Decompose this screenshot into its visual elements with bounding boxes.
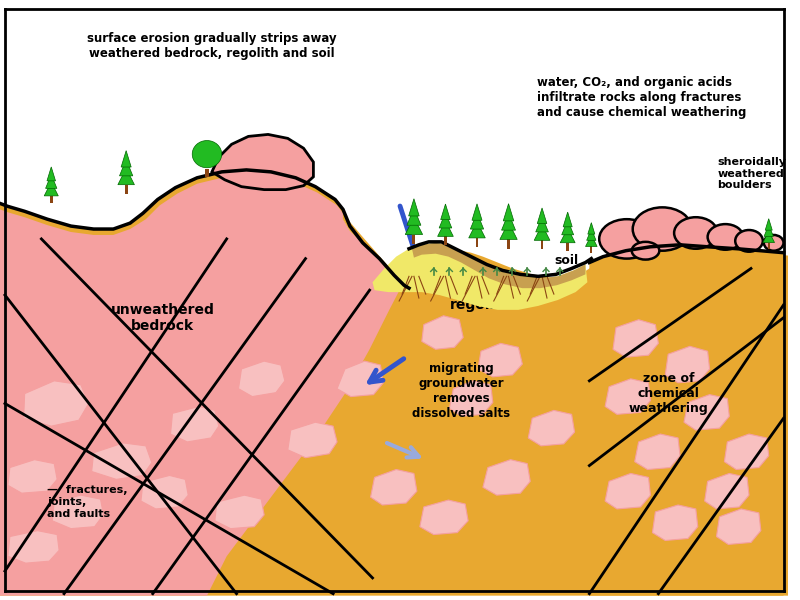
Polygon shape (44, 182, 58, 196)
Polygon shape (238, 361, 285, 397)
Polygon shape (444, 236, 447, 245)
Polygon shape (337, 361, 383, 397)
Polygon shape (684, 395, 730, 430)
Ellipse shape (192, 140, 222, 168)
Polygon shape (613, 320, 658, 357)
Polygon shape (483, 460, 530, 495)
Polygon shape (47, 167, 55, 181)
Polygon shape (0, 170, 789, 596)
Polygon shape (373, 243, 587, 310)
Polygon shape (118, 168, 134, 185)
Polygon shape (412, 235, 415, 244)
Polygon shape (470, 212, 484, 229)
Ellipse shape (735, 230, 763, 252)
Polygon shape (705, 473, 749, 509)
Ellipse shape (633, 208, 692, 251)
Polygon shape (717, 509, 761, 544)
Polygon shape (121, 151, 131, 167)
Polygon shape (422, 316, 463, 349)
Text: surface erosion gradually strips away
weathered bedrock, regolith and soil: surface erosion gradually strips away we… (87, 32, 337, 60)
Polygon shape (475, 238, 478, 247)
Ellipse shape (708, 224, 743, 250)
Polygon shape (634, 434, 680, 470)
Polygon shape (472, 204, 482, 220)
Polygon shape (212, 134, 314, 190)
Polygon shape (420, 500, 468, 535)
Ellipse shape (764, 235, 783, 251)
Polygon shape (588, 223, 595, 234)
Text: sheroidally
weathered
boulders: sheroidally weathered boulders (718, 157, 786, 190)
Text: —  fractures,
joints,
and faults: — fractures, joints, and faults (47, 485, 128, 518)
Polygon shape (119, 160, 133, 176)
Polygon shape (653, 505, 698, 541)
Polygon shape (170, 406, 218, 442)
Polygon shape (605, 379, 650, 415)
Polygon shape (125, 185, 128, 194)
Ellipse shape (599, 219, 654, 259)
Polygon shape (605, 473, 650, 509)
Polygon shape (590, 245, 783, 596)
Polygon shape (46, 175, 57, 188)
Polygon shape (52, 495, 103, 529)
Polygon shape (438, 221, 454, 236)
Polygon shape (503, 203, 514, 221)
Polygon shape (478, 343, 522, 377)
Polygon shape (370, 470, 417, 505)
Polygon shape (502, 213, 515, 230)
Polygon shape (590, 247, 592, 253)
Text: soil: soil (554, 254, 578, 267)
Polygon shape (288, 422, 337, 458)
Polygon shape (666, 346, 710, 383)
Polygon shape (409, 199, 419, 216)
Text: zone of
chemical
weathering: zone of chemical weathering (629, 372, 709, 415)
Polygon shape (560, 228, 575, 243)
Polygon shape (562, 220, 574, 235)
Polygon shape (534, 225, 550, 241)
Polygon shape (50, 196, 53, 203)
Polygon shape (768, 242, 770, 249)
Polygon shape (439, 212, 452, 228)
Ellipse shape (674, 217, 718, 249)
Text: regolith: regolith (450, 298, 512, 312)
Polygon shape (763, 231, 774, 242)
Polygon shape (586, 235, 597, 247)
Polygon shape (507, 239, 510, 249)
Polygon shape (141, 475, 188, 509)
Polygon shape (92, 443, 152, 479)
Text: water, CO₂, and organic acids
infiltrate rocks along fractures
and cause chemica: water, CO₂, and organic acids infiltrate… (537, 76, 746, 119)
Polygon shape (766, 219, 772, 230)
Polygon shape (8, 530, 59, 563)
Polygon shape (406, 217, 422, 235)
Polygon shape (0, 170, 394, 275)
Polygon shape (441, 204, 450, 220)
Polygon shape (412, 243, 586, 288)
Polygon shape (563, 212, 572, 227)
Polygon shape (8, 460, 57, 493)
Text: unweathered
bedrock: unweathered bedrock (110, 302, 214, 333)
Polygon shape (764, 225, 774, 236)
Polygon shape (0, 4, 789, 596)
Polygon shape (0, 170, 402, 596)
Polygon shape (450, 381, 493, 416)
Polygon shape (500, 222, 518, 239)
Ellipse shape (632, 242, 659, 260)
Text: migrating
groundwater
removes
dissolved salts: migrating groundwater removes dissolved … (412, 362, 510, 419)
Polygon shape (566, 243, 569, 251)
Polygon shape (724, 434, 769, 470)
Polygon shape (469, 221, 486, 238)
Polygon shape (528, 410, 574, 446)
Polygon shape (541, 241, 543, 249)
Polygon shape (536, 217, 548, 232)
Polygon shape (24, 381, 89, 426)
Polygon shape (215, 495, 264, 529)
Polygon shape (586, 229, 596, 241)
Polygon shape (407, 208, 421, 225)
Polygon shape (538, 208, 547, 224)
Polygon shape (205, 169, 209, 177)
